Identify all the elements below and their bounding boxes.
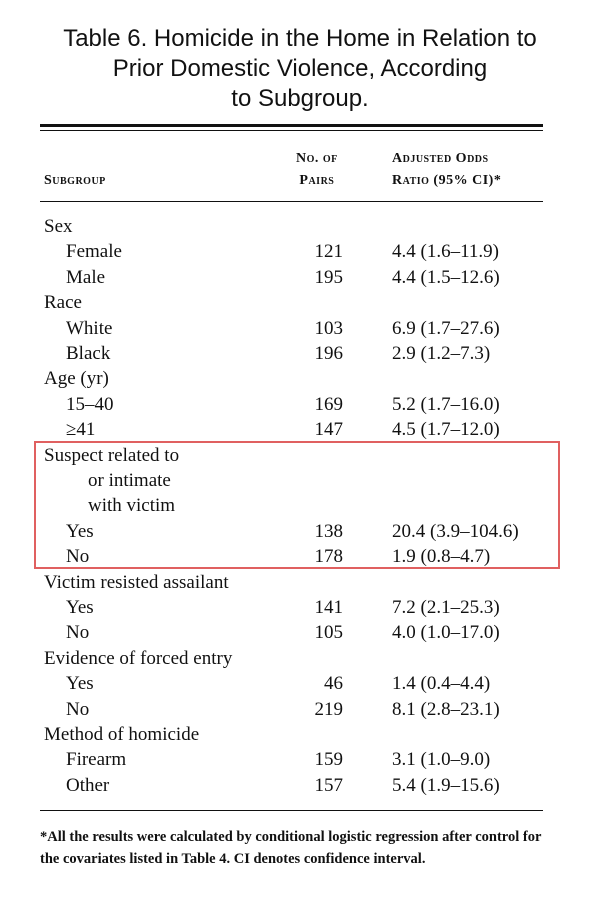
row-label: Yes [66, 597, 94, 618]
row-label: Firearm [66, 749, 127, 771]
table-row: No 178 1.9 (0.8–4.7) [40, 544, 560, 569]
table-footnote: *All the results were calculated by cond… [40, 829, 542, 867]
row-label: with victim [88, 495, 176, 517]
row-odds-ratio: 1.4 (0.4–4.4) [392, 673, 491, 695]
row-label: Yes [66, 520, 94, 542]
table-row: White 103 6.9 (1.7–27.6) [40, 316, 560, 341]
row-label: Black [66, 343, 111, 364]
row-pairs: 138 [314, 520, 344, 542]
row-label: No [66, 698, 90, 720]
column-header-pairs: No. of Pairs [296, 151, 338, 188]
row-label: or intimate [88, 470, 171, 491]
top-rule-thin [40, 130, 543, 131]
table-row: Yes 141 7.2 (2.1–25.3) [40, 595, 560, 620]
table-row: No 219 8.1 (2.8–23.1) [40, 697, 560, 722]
table-row: Other 157 5.4 (1.9–15.6) [40, 773, 560, 798]
row-label: White [66, 317, 113, 339]
table-row: Black 196 2.9 (1.2–7.3) [40, 341, 560, 366]
group-header-row: Victim resisted assailant [40, 570, 560, 595]
table-row: Female 121 4.4 (1.6–11.9) [40, 239, 560, 264]
row-pairs: 147 [314, 419, 344, 441]
row-label: No [66, 622, 90, 644]
table-title-line-1: Table 6. Homicide in the Home in Relatio… [63, 25, 537, 52]
row-odds-ratio: 1.9 (0.8–4.7) [392, 546, 491, 568]
row-odds-ratio: 5.4 (1.9–15.6) [392, 774, 500, 796]
group-header-row: Suspect related to [40, 443, 560, 468]
group-header-row: Sex [40, 214, 560, 239]
table-title: Table 6. Homicide in the Home in Relatio… [20, 24, 580, 114]
highlight-box [34, 441, 560, 569]
row-pairs: 169 [314, 393, 344, 415]
table-row: 15–40 169 5.2 (1.7–16.0) [40, 392, 560, 417]
column-header-ratio: Adjusted Odds Ratio (95% CI)* [392, 151, 502, 188]
row-label: Suspect related to [44, 444, 180, 466]
group-header-row: Method of homicide [40, 722, 560, 747]
table-row: or intimate [40, 468, 560, 493]
row-label: Victim resisted assailant [44, 571, 229, 593]
row-odds-ratio: 8.1 (2.8–23.1) [392, 698, 500, 720]
table-row: No 105 4.0 (1.0–17.0) [40, 620, 560, 645]
table-row: with victim [40, 493, 560, 518]
top-rule-thick [40, 124, 543, 127]
row-label: Race [44, 292, 82, 314]
group-header-row: Age (yr) [40, 366, 560, 391]
row-label: Male [66, 266, 106, 288]
row-pairs: 157 [314, 774, 344, 796]
row-odds-ratio: 3.1 (1.0–9.0) [392, 749, 491, 771]
table-title-line-3: to Subgroup. [231, 85, 369, 112]
row-pairs: 121 [314, 241, 344, 263]
row-odds-ratio: 20.4 (3.9–104.6) [392, 520, 519, 542]
row-pairs: 196 [314, 343, 344, 364]
row-pairs: 159 [314, 749, 344, 771]
group-header-row: Evidence of forced entry [40, 646, 560, 671]
row-pairs: 105 [314, 622, 344, 644]
table-row: Yes 46 1.4 (0.4–4.4) [40, 671, 560, 696]
header-rule [40, 201, 543, 202]
table-row: Male 195 4.4 (1.5–12.6) [40, 265, 560, 290]
row-pairs: 46 [324, 673, 343, 695]
row-pairs: 219 [314, 698, 344, 720]
row-label: Method of homicide [44, 724, 200, 745]
bottom-rule [40, 810, 543, 811]
row-pairs: 141 [314, 597, 344, 618]
row-label: Other [66, 774, 110, 796]
row-label: Sex [44, 216, 73, 237]
row-odds-ratio: 4.4 (1.5–12.6) [392, 266, 500, 288]
group-header-row: Race [40, 290, 560, 315]
column-header-subgroup: Subgroup [44, 173, 106, 188]
row-label: ≥41 [66, 419, 96, 441]
row-odds-ratio: 4.0 (1.0–17.0) [392, 622, 500, 644]
row-label: Age (yr) [44, 368, 109, 390]
row-pairs: 195 [314, 266, 344, 288]
row-odds-ratio: 5.2 (1.7–16.0) [392, 393, 500, 415]
row-label: Evidence of forced entry [44, 647, 233, 669]
row-label: Female [66, 241, 122, 263]
table-row: Firearm 159 3.1 (1.0–9.0) [40, 747, 560, 772]
row-pairs: 103 [314, 317, 344, 339]
row-label: Yes [66, 673, 94, 695]
table-row: Yes 138 20.4 (3.9–104.6) [40, 519, 560, 544]
row-label: 15–40 [66, 393, 114, 415]
row-label: No [66, 546, 90, 568]
table-row: ≥41 147 4.5 (1.7–12.0) [40, 417, 560, 442]
row-odds-ratio: 6.9 (1.7–27.6) [392, 317, 500, 339]
row-odds-ratio: 7.2 (2.1–25.3) [392, 597, 500, 618]
row-odds-ratio: 2.9 (1.2–7.3) [392, 343, 491, 364]
table-title-line-2: Prior Domestic Violence, According [112, 55, 488, 82]
row-odds-ratio: 4.5 (1.7–12.0) [392, 419, 500, 441]
row-pairs: 178 [314, 546, 344, 568]
row-odds-ratio: 4.4 (1.6–11.9) [392, 241, 499, 263]
